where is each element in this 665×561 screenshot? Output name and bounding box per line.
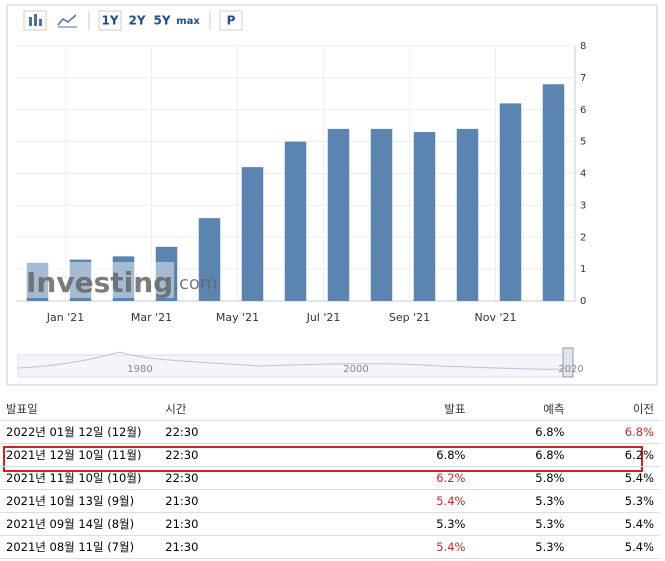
y-tick-label: 5 <box>580 137 586 148</box>
previous-cell: 5.3% <box>570 489 660 513</box>
table-row: 2021년 11월 10일 (10월) 22:30 6.2% 5.8% 5.4% <box>0 466 660 490</box>
time-cell: 22:30 <box>161 466 392 490</box>
bar <box>112 256 135 301</box>
x-tick-label: Jul '21 <box>306 311 341 324</box>
time-cell: 22:30 <box>161 443 392 467</box>
bar <box>456 128 479 301</box>
data-table: 발표일 시간 발표 예측 이전 2022년 01월 12일 (12월) 22:30 6.8% 6… <box>0 398 660 559</box>
header-row: 발표일 시간 발표 예측 이전 <box>0 398 660 421</box>
date-cell: 2021년 11월 10일 (10월) <box>0 466 162 490</box>
range-button[interactable]: 1Y <box>101 14 118 28</box>
actual-cell: 5.3% <box>391 512 472 536</box>
watermark: Investing.com <box>26 266 217 299</box>
toolbar: 1Y 2Y 5Y max P <box>23 10 243 31</box>
bar <box>241 167 264 301</box>
date-cell: 2022년 01월 12일 (12월) <box>0 420 162 444</box>
x-tick-label: Nov '21 <box>475 311 517 324</box>
bar <box>413 132 436 301</box>
bar <box>26 262 49 301</box>
range-button[interactable]: max <box>176 16 200 27</box>
table-row: 2021년 08월 11일 (7월) 21:30 5.4% 5.3% 5.4% <box>0 535 660 559</box>
x-tick-label: Mar '21 <box>131 311 172 324</box>
navigator-handle[interactable] <box>562 347 574 378</box>
time-cell: 21:30 <box>161 512 392 536</box>
y-tick-label: 8 <box>580 41 586 52</box>
watermark-bg <box>24 262 174 298</box>
range-button[interactable]: 5Y <box>153 14 170 28</box>
y-tick-label: 2 <box>580 232 586 243</box>
watermark-text: .com <box>173 273 217 294</box>
chart-panel: 1Y 2Y 5Y max P 0 1 2 3 4 5 6 7 8 Jan '21 Mar '21 Ma… <box>6 4 658 386</box>
y-tick-label: 0 <box>580 296 586 307</box>
bar <box>284 141 307 301</box>
bar <box>155 246 178 301</box>
bar <box>542 84 565 301</box>
highlighted-row: 2021년 12월 10일 (11월) 22:30 6.8% 6.8% 6.2% <box>0 443 660 467</box>
bar <box>198 218 221 301</box>
bar <box>499 103 522 301</box>
line-chart-button[interactable] <box>57 14 77 26</box>
time-cell: 22:30 <box>161 420 392 444</box>
actual-cell: 5.4% <box>391 489 472 513</box>
actual-cell: 6.8% <box>391 443 472 467</box>
date-cell: 2021년 10월 13일 (9월) <box>0 489 162 513</box>
table-row: 2021년 09월 14일 (8월) 21:30 5.3% 5.3% 5.4% <box>0 512 660 536</box>
bar <box>370 128 393 301</box>
date-cell: 2021년 08월 11일 (7월) <box>0 535 162 559</box>
navigator-line <box>17 351 574 370</box>
y-tick-label: 1 <box>580 264 586 275</box>
y-tick-label: 6 <box>580 105 586 116</box>
y-tick-label: 7 <box>580 73 586 84</box>
y-tick-label: 4 <box>580 169 586 180</box>
range-button[interactable]: 2Y <box>128 14 145 28</box>
forecast-cell: 5.3% <box>471 489 571 513</box>
actual-cell <box>391 420 472 444</box>
header-cell: 발표일 <box>0 398 162 421</box>
watermark-text: Investing <box>26 266 173 299</box>
bar <box>327 128 350 301</box>
forecast-cell: 6.8% <box>471 420 571 444</box>
actual-cell: 5.4% <box>391 535 472 559</box>
previous-cell: 6.2% <box>570 443 660 467</box>
navigator <box>17 354 574 378</box>
previous-cell: 6.8% <box>570 420 660 444</box>
date-cell: 2021년 09월 14일 (8월) <box>0 512 162 536</box>
table-row: 2021년 10월 13일 (9월) 21:30 5.4% 5.3% 5.3% <box>0 489 660 513</box>
time-cell: 21:30 <box>161 489 392 513</box>
x-tick-label: Jan '21 <box>46 311 84 324</box>
header-cell: 예측 <box>471 398 571 421</box>
header-cell: 시간 <box>161 398 392 421</box>
p-button[interactable]: P <box>227 14 236 28</box>
navigator-label: 1980 <box>127 364 152 375</box>
previous-cell: 5.4% <box>570 466 660 490</box>
date-cell: 2021년 12월 10일 (11월) <box>0 443 162 467</box>
forecast-cell: 5.8% <box>471 466 571 490</box>
y-tick-label: 3 <box>580 200 586 211</box>
forecast-cell: 6.8% <box>471 443 571 467</box>
previous-cell: 5.4% <box>570 535 660 559</box>
bar <box>69 259 92 301</box>
header-cell: 이전 <box>570 398 660 421</box>
previous-cell: 5.4% <box>570 512 660 536</box>
actual-cell: 6.2% <box>391 466 472 490</box>
navigator-label: 2000 <box>343 364 368 375</box>
forecast-cell: 5.3% <box>471 535 571 559</box>
x-tick-label: May '21 <box>216 311 259 324</box>
header-cell: 발표 <box>391 398 472 421</box>
table-row: 2022년 01월 12일 (12월) 22:30 6.8% 6.8% <box>0 420 660 444</box>
x-tick-label: Sep '21 <box>389 311 430 324</box>
navigator-label: 2020 <box>558 364 583 375</box>
time-cell: 21:30 <box>161 535 392 559</box>
forecast-cell: 5.3% <box>471 512 571 536</box>
